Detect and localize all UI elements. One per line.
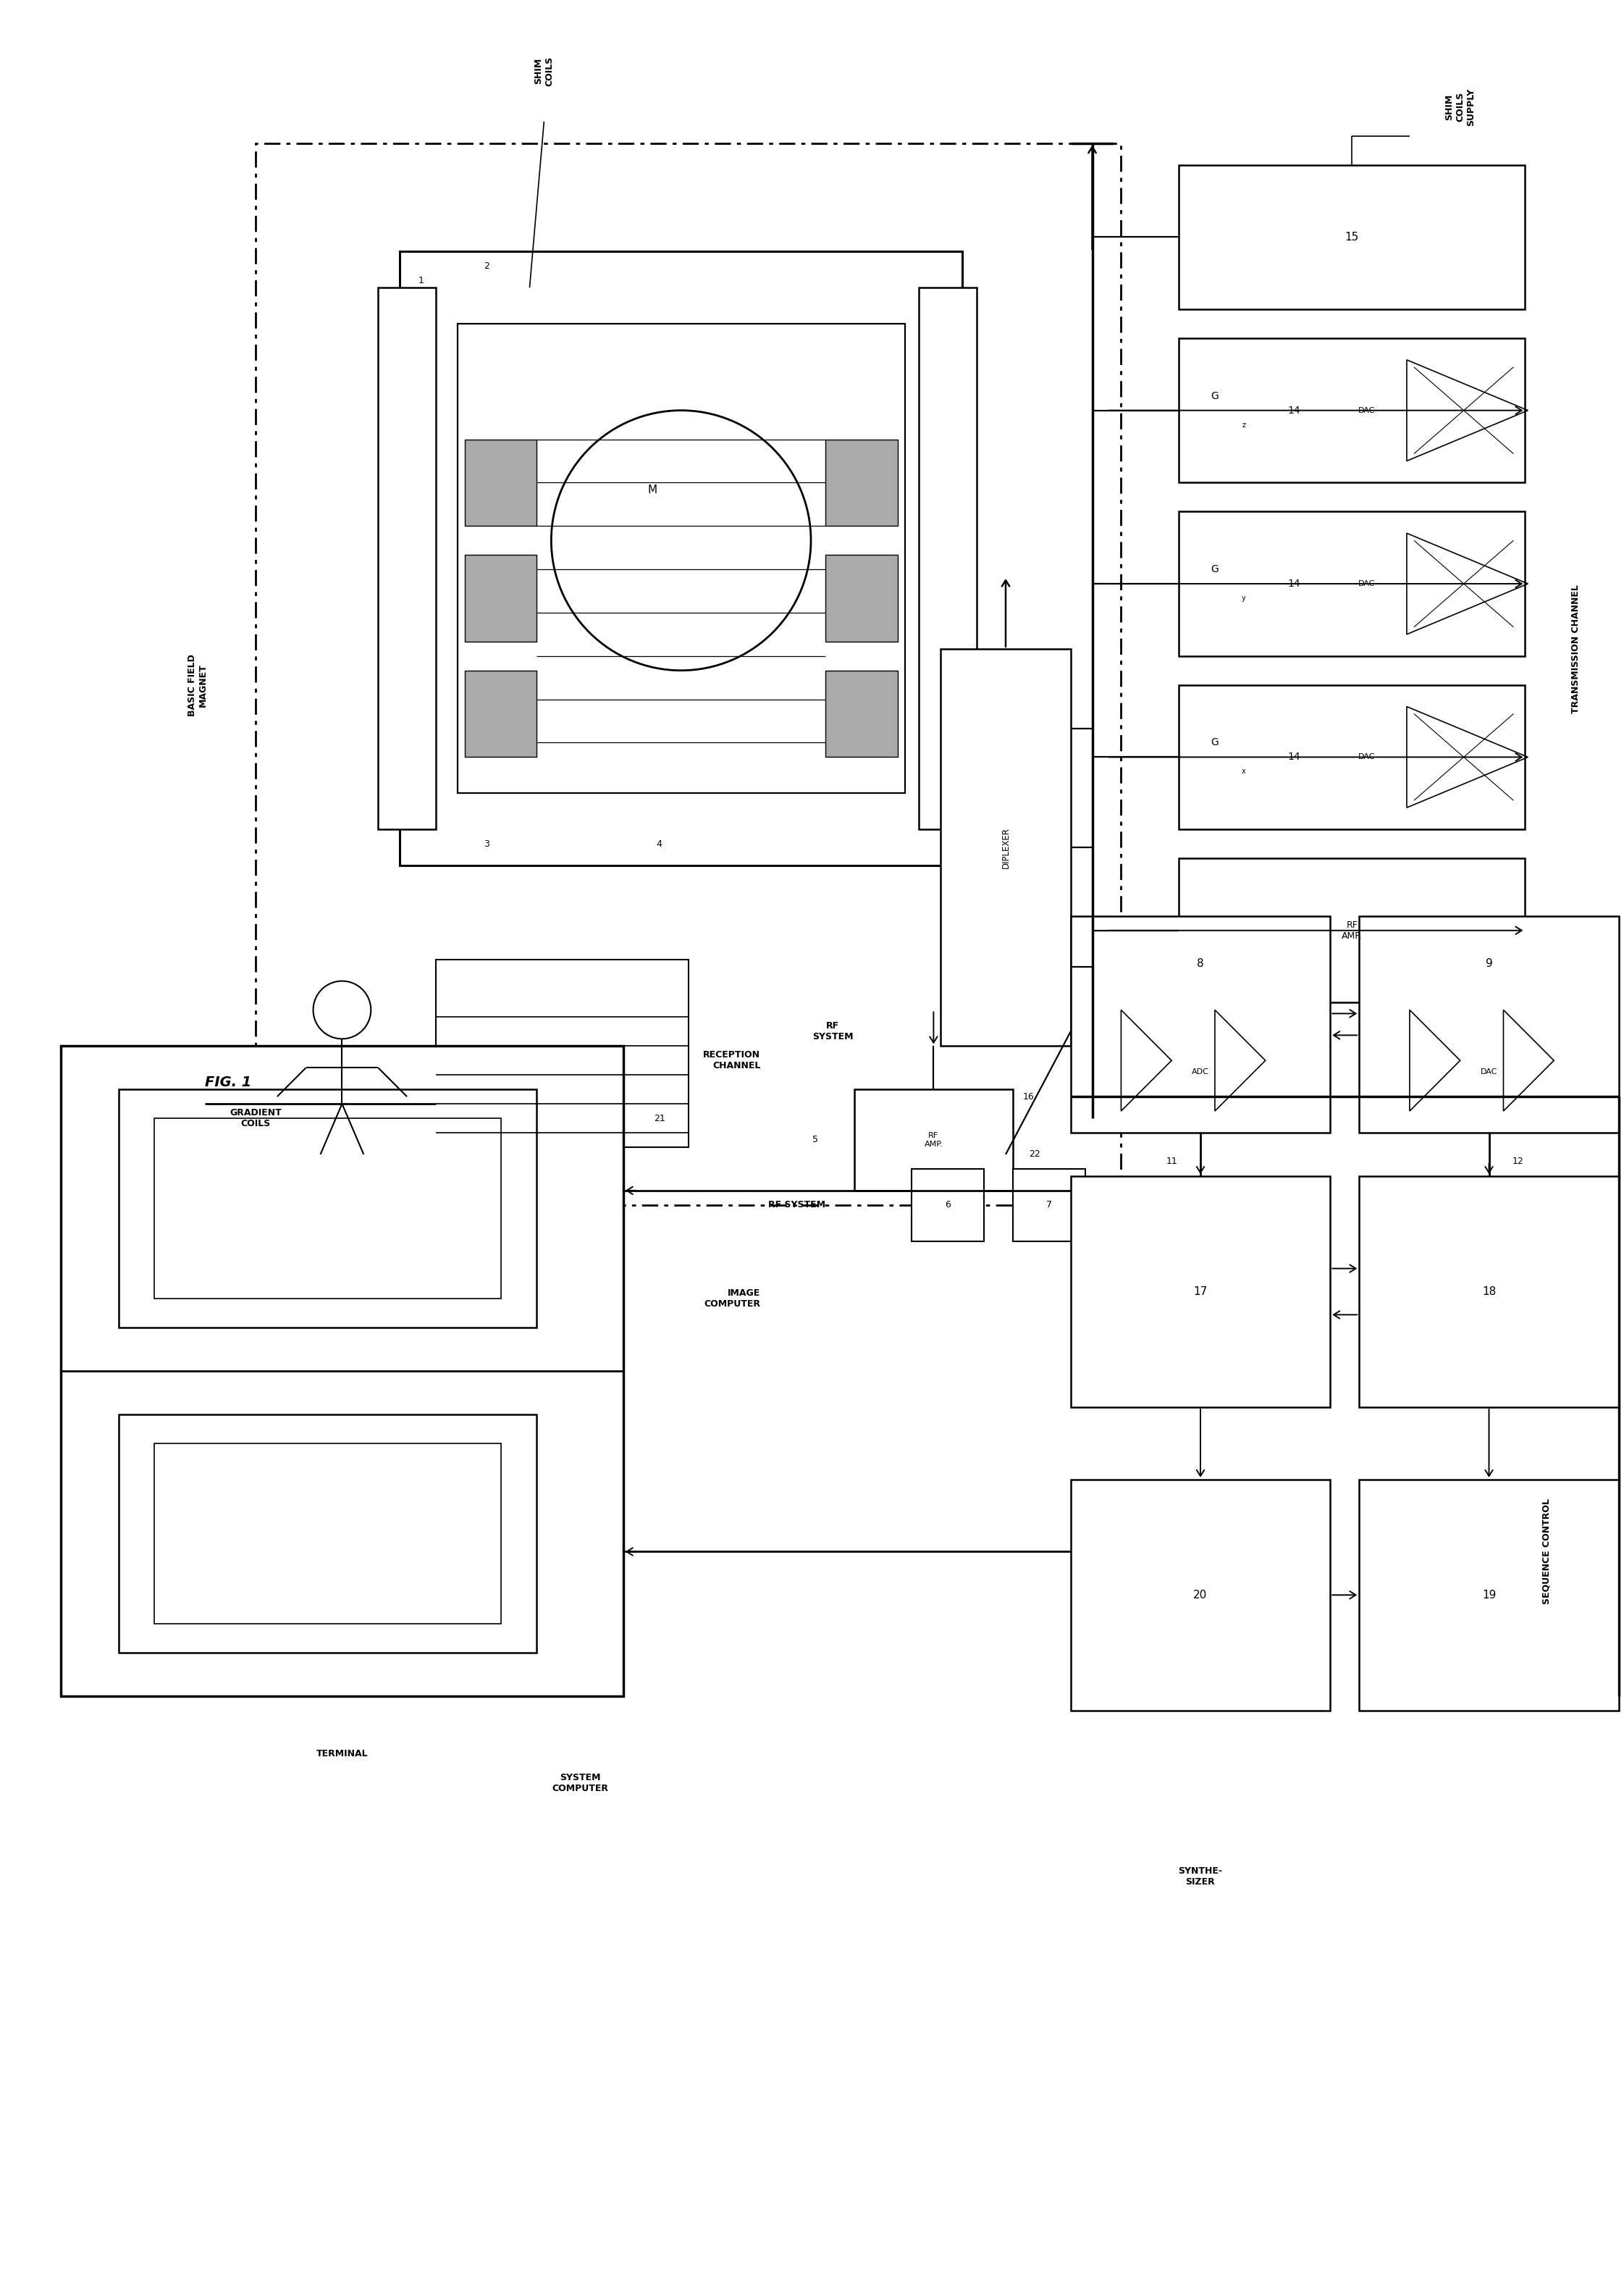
Text: GRADIENT
COILS: GRADIENT COILS [229,1109,281,1129]
FancyBboxPatch shape [913,1168,984,1241]
Text: RF SYSTEM: RF SYSTEM [768,1200,825,1209]
FancyBboxPatch shape [854,1088,1013,1191]
Text: 14: 14 [1288,578,1301,590]
Text: SHIM
COILS: SHIM COILS [534,57,554,87]
Text: 9: 9 [1486,959,1492,970]
Text: 21: 21 [654,1113,666,1123]
FancyBboxPatch shape [919,287,976,829]
Text: SYSTEM
COMPUTER: SYSTEM COMPUTER [552,1774,609,1792]
FancyBboxPatch shape [1070,1175,1330,1407]
Text: IMAGE
COMPUTER: IMAGE COMPUTER [703,1289,760,1309]
Text: G: G [1212,565,1218,574]
Text: 15: 15 [1345,232,1359,241]
Text: FIG. 1: FIG. 1 [205,1075,252,1088]
Text: 11: 11 [1166,1157,1177,1166]
FancyBboxPatch shape [1179,339,1525,483]
FancyBboxPatch shape [1179,512,1525,656]
Text: DAC: DAC [1481,1068,1497,1075]
Text: 18: 18 [1483,1287,1496,1298]
Text: 7: 7 [1046,1200,1052,1209]
FancyBboxPatch shape [400,250,963,865]
FancyBboxPatch shape [154,1444,500,1624]
Text: 20: 20 [1194,1589,1207,1601]
Text: G: G [1212,392,1218,401]
FancyBboxPatch shape [825,669,898,758]
FancyBboxPatch shape [1359,1175,1619,1407]
Text: 8: 8 [1197,959,1203,970]
FancyBboxPatch shape [1070,915,1330,1132]
Text: RF
AMP.: RF AMP. [924,1132,944,1148]
Text: RF
SYSTEM: RF SYSTEM [812,1022,853,1043]
Text: G: G [1212,738,1218,747]
Text: BASIC FIELD
MAGNET: BASIC FIELD MAGNET [188,653,208,715]
Text: 14: 14 [1288,405,1301,414]
FancyBboxPatch shape [825,439,898,526]
FancyBboxPatch shape [1070,1480,1330,1710]
Text: z: z [1242,421,1246,428]
Text: 22: 22 [1030,1150,1041,1159]
Text: DAC: DAC [1358,408,1376,414]
Text: DAC: DAC [1358,581,1376,587]
Text: DAC: DAC [1358,754,1376,761]
FancyBboxPatch shape [825,556,898,642]
FancyBboxPatch shape [378,287,435,829]
Text: y: y [1242,594,1246,601]
Text: SEQUENCE CONTROL: SEQUENCE CONTROL [1541,1498,1551,1605]
FancyBboxPatch shape [458,323,905,792]
FancyBboxPatch shape [1179,685,1525,829]
FancyBboxPatch shape [1179,858,1525,1002]
Text: 6: 6 [945,1200,950,1209]
Text: 12: 12 [1512,1157,1523,1166]
Text: SHIM
COILS
SUPPLY: SHIM COILS SUPPLY [1445,89,1476,125]
Text: 3: 3 [484,840,489,849]
FancyBboxPatch shape [1179,164,1525,310]
Text: 1: 1 [419,276,424,285]
Text: TRANSMISSION CHANNEL: TRANSMISSION CHANNEL [1570,585,1580,713]
FancyBboxPatch shape [119,1414,538,1653]
Text: TERMINAL: TERMINAL [317,1749,369,1758]
FancyBboxPatch shape [119,1088,538,1327]
Text: RECEPTION
CHANNEL: RECEPTION CHANNEL [703,1050,760,1070]
Text: ADC: ADC [1192,1068,1210,1075]
FancyBboxPatch shape [464,556,538,642]
FancyBboxPatch shape [1359,1480,1619,1710]
Text: M: M [648,485,658,496]
Text: 19: 19 [1483,1589,1496,1601]
Text: DIPLEXER: DIPLEXER [1000,827,1010,868]
FancyBboxPatch shape [1359,915,1619,1132]
Text: RF
AMP.: RF AMP. [1341,920,1363,940]
FancyBboxPatch shape [464,669,538,758]
Text: 5: 5 [812,1136,818,1145]
Text: 2: 2 [484,262,489,271]
Text: SYNTHE-
SIZER: SYNTHE- SIZER [1179,1867,1223,1888]
FancyBboxPatch shape [940,649,1070,1045]
Text: 4: 4 [656,840,663,849]
Text: 14: 14 [1288,751,1301,763]
FancyBboxPatch shape [1013,1168,1085,1241]
FancyBboxPatch shape [60,1045,624,1696]
Text: 17: 17 [1194,1287,1207,1298]
FancyBboxPatch shape [464,439,538,526]
FancyBboxPatch shape [154,1118,500,1298]
Text: x: x [1242,767,1246,774]
Text: 16: 16 [1023,1093,1034,1102]
